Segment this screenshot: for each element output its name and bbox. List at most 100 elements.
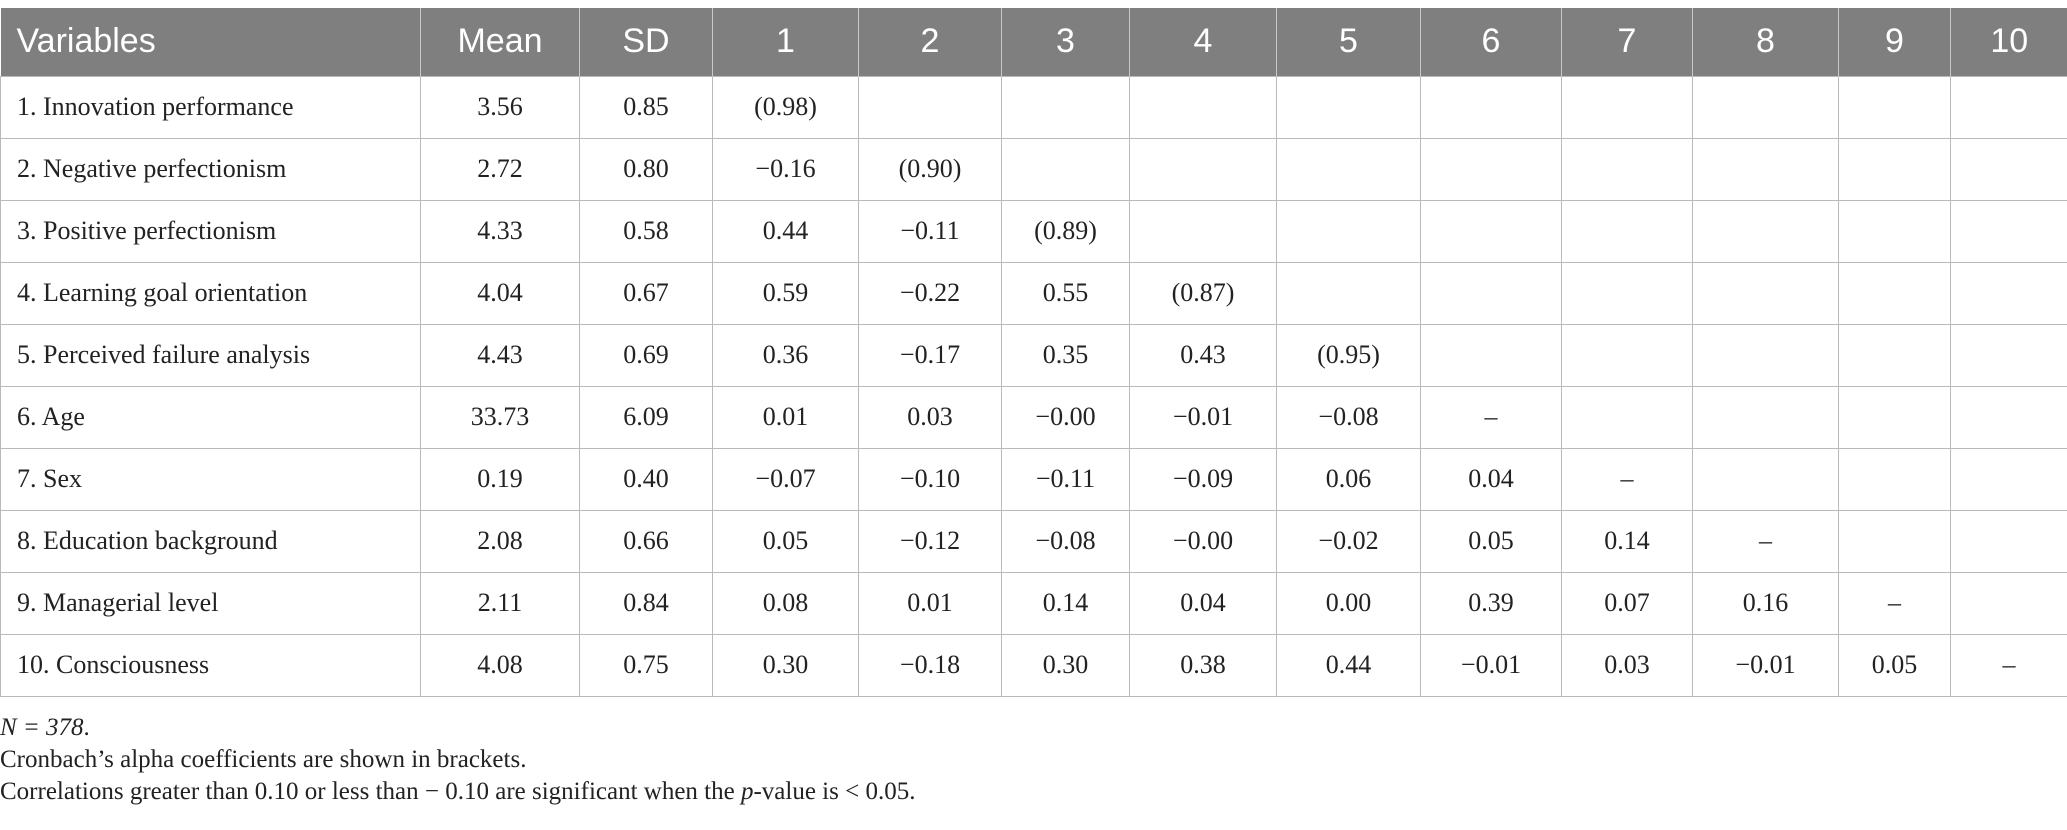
table-row: 3. Positive perfectionism 4.33 0.58 0.44 −0.…	[0, 199, 2067, 263]
value-cell	[1692, 447, 1839, 511]
table-row: 8. Education background 2.08 0.66 0.05 −0.12…	[0, 509, 2067, 573]
value-cell: 0.44	[712, 199, 859, 263]
sample-size-period: .	[83, 714, 90, 741]
value-cell: 0.30	[712, 633, 859, 697]
table-row: 6. Age 33.73 6.09 0.01 0.03 −0.00 −0.01 −0.08–	[0, 385, 2067, 449]
variable-name-cell: 8. Education background	[0, 509, 421, 573]
value-cell	[1276, 261, 1421, 325]
table-body: 1. Innovation performance 3.56 0.85 (0.98) 2…	[0, 75, 2067, 697]
value-cell	[858, 75, 1002, 139]
value-cell	[1692, 385, 1839, 449]
sample-size-note: N = 378.	[0, 712, 915, 744]
column-header-mean: Mean	[420, 8, 580, 76]
significance-p-symbol: p	[740, 778, 754, 805]
table-row: 9. Managerial level 2.11 0.84 0.08 0.01 0.14 0…	[0, 571, 2067, 635]
value-cell	[1692, 137, 1839, 201]
value-cell: (0.98)	[712, 75, 859, 139]
value-cell	[1838, 261, 1951, 325]
value-cell	[1950, 261, 2067, 325]
value-cell	[1276, 75, 1421, 139]
value-cell: −0.07	[712, 447, 859, 511]
variable-name-cell: 5. Perceived failure analysis	[0, 323, 421, 387]
table-row: 5. Perceived failure analysis 4.43 0.69 0.3…	[0, 323, 2067, 387]
value-cell: 4.08	[420, 633, 580, 697]
value-cell	[1950, 385, 2067, 449]
significance-text-end: -value is < 0.05.	[753, 778, 916, 805]
table-row: 1. Innovation performance 3.56 0.85 (0.98)	[0, 75, 2067, 139]
value-cell	[1561, 137, 1693, 201]
value-cell: 0.36	[712, 323, 859, 387]
value-cell: 33.73	[420, 385, 580, 449]
value-cell: −0.00	[1001, 385, 1130, 449]
value-cell: 4.04	[420, 261, 580, 325]
value-cell	[1561, 385, 1693, 449]
value-cell: (0.90)	[858, 137, 1002, 201]
value-cell	[1129, 199, 1277, 263]
column-header-sd: SD	[579, 8, 713, 76]
value-cell: −0.17	[858, 323, 1002, 387]
value-cell	[1838, 509, 1951, 573]
value-cell: −0.18	[858, 633, 1002, 697]
significance-text-start: Correlations greater than 0.10 or less t…	[0, 778, 741, 805]
value-cell	[1692, 261, 1839, 325]
value-cell: −0.08	[1001, 509, 1130, 573]
column-header-10: 10	[1950, 8, 2067, 76]
value-cell	[1001, 75, 1130, 139]
variable-name-cell: 3. Positive perfectionism	[0, 199, 421, 263]
value-cell: 0.04	[1129, 571, 1277, 635]
value-cell: 2.11	[420, 571, 580, 635]
value-cell: 0.80	[579, 137, 713, 201]
value-cell: –	[1838, 571, 1951, 635]
variable-name-cell: 7. Sex	[0, 447, 421, 511]
value-cell	[1420, 75, 1562, 139]
value-cell	[1950, 323, 2067, 387]
value-cell: (0.87)	[1129, 261, 1277, 325]
value-cell: 0.07	[1561, 571, 1693, 635]
value-cell: −0.01	[1129, 385, 1277, 449]
value-cell: 0.40	[579, 447, 713, 511]
value-cell: 0.84	[579, 571, 713, 635]
value-cell: 0.19	[420, 447, 580, 511]
value-cell	[1838, 75, 1951, 139]
column-header-3: 3	[1001, 8, 1130, 76]
value-cell: 0.04	[1420, 447, 1562, 511]
value-cell	[1838, 323, 1951, 387]
value-cell	[1001, 137, 1130, 201]
value-cell: –	[1420, 385, 1562, 449]
value-cell: −0.02	[1276, 509, 1421, 573]
value-cell: 0.03	[858, 385, 1002, 449]
value-cell: 0.05	[712, 509, 859, 573]
value-cell: 0.39	[1420, 571, 1562, 635]
value-cell: 0.67	[579, 261, 713, 325]
value-cell: −0.11	[858, 199, 1002, 263]
column-header-6: 6	[1420, 8, 1562, 76]
value-cell: –	[1692, 509, 1839, 573]
value-cell	[1692, 199, 1839, 263]
table-header: Variables Mean SD 1 2 3 4 5 6 7 8 9 10	[0, 8, 2067, 76]
column-header-8: 8	[1692, 8, 1839, 76]
value-cell: 0.75	[579, 633, 713, 697]
value-cell	[1950, 137, 2067, 201]
value-cell: 0.44	[1276, 633, 1421, 697]
value-cell	[1950, 447, 2067, 511]
value-cell: 0.35	[1001, 323, 1130, 387]
value-cell	[1129, 75, 1277, 139]
value-cell: −0.12	[858, 509, 1002, 573]
value-cell	[1276, 199, 1421, 263]
value-cell: 0.30	[1001, 633, 1130, 697]
variable-name-cell: 2. Negative perfectionism	[0, 137, 421, 201]
value-cell	[1838, 385, 1951, 449]
value-cell: 0.05	[1420, 509, 1562, 573]
value-cell: −0.01	[1692, 633, 1839, 697]
value-cell: 0.05	[1838, 633, 1951, 697]
value-cell	[1420, 199, 1562, 263]
value-cell	[1276, 137, 1421, 201]
value-cell	[1950, 571, 2067, 635]
table-notes: N = 378. Cronbach’s alpha coefficients a…	[0, 712, 915, 808]
alpha-note: Cronbach’s alpha coefficients are shown …	[0, 746, 527, 773]
value-cell: 0.66	[579, 509, 713, 573]
value-cell: 0.69	[579, 323, 713, 387]
value-cell: −0.22	[858, 261, 1002, 325]
table-row: 7. Sex 0.19 0.40 −0.07 −0.10 −0.11 −0.09 0.06 0.…	[0, 447, 2067, 511]
